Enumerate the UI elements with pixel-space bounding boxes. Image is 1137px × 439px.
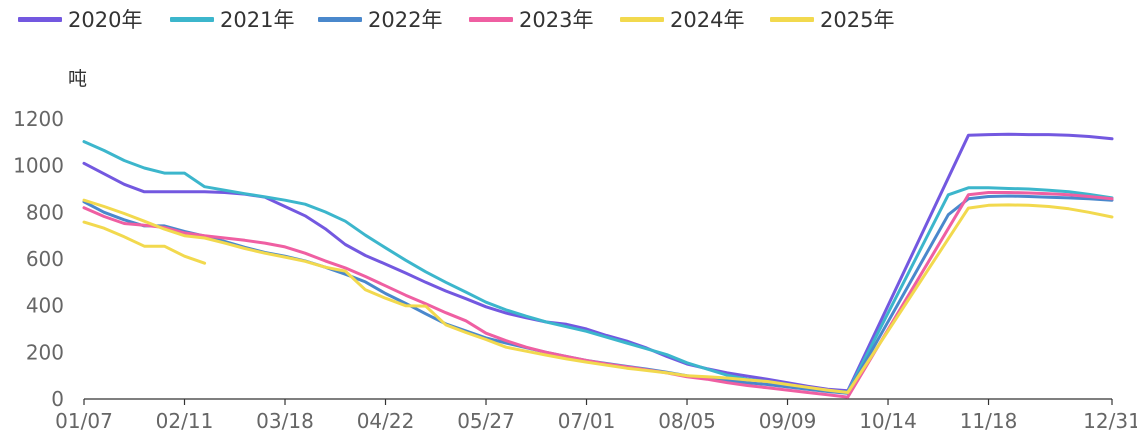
y-axis: 0 200 400 600 800 1000 1200: [13, 107, 64, 411]
x-tick-label: 05/27: [457, 409, 515, 433]
x-tick-label: 11/18: [960, 409, 1018, 433]
legend-swatch: [469, 17, 513, 22]
legend-label: 2025年: [820, 8, 894, 32]
legend-item-4[interactable]: 2023年: [469, 8, 593, 32]
legend-label: 2023年: [519, 8, 593, 32]
y-tick-label: 1000: [13, 154, 64, 178]
series-lines: [82, 132, 1114, 399]
legend-swatch: [770, 17, 814, 22]
y-tick-label: 800: [26, 200, 64, 224]
legend-label: 2020年: [68, 8, 142, 32]
series-line-5: [82, 198, 1114, 394]
y-tick-label: 200: [26, 340, 64, 364]
legend-item-6[interactable]: 2025年: [770, 8, 894, 32]
y-tick-label: 0: [51, 387, 64, 411]
x-axis: 01/07 02/11 03/18 04/22 05/27 07/01 08/05 09/09…: [55, 399, 1137, 433]
legend-swatch: [18, 17, 62, 22]
x-tick-label: 02/11: [156, 409, 214, 433]
y-tick-label: 1200: [13, 107, 64, 131]
x-tick-label: 01/07: [55, 409, 113, 433]
x-tick-label: 10/14: [859, 409, 917, 433]
series-line-2: [82, 140, 1114, 394]
x-tick-label: 04/22: [357, 409, 415, 433]
legend-item-3[interactable]: 2022年: [318, 8, 442, 32]
x-tick-label: 09/09: [759, 409, 817, 433]
y-axis-unit-label: 吨: [68, 68, 87, 90]
legend-swatch: [170, 17, 214, 22]
legend-label: 2024年: [670, 8, 744, 32]
series-line-6: [82, 220, 207, 265]
legend-item-1[interactable]: 2020年: [18, 8, 142, 32]
legend-item-2[interactable]: 2021年: [170, 8, 294, 32]
y-tick-label: 400: [26, 294, 64, 318]
legend-label: 2021年: [220, 8, 294, 32]
x-tick-label: 03/18: [256, 409, 314, 433]
series-line-1: [82, 132, 1114, 393]
y-tick-label: 600: [26, 247, 64, 271]
legend-swatch: [620, 17, 664, 22]
x-tick-label: 12/31: [1083, 409, 1137, 433]
legend-label: 2022年: [368, 8, 442, 32]
legend[interactable]: 2020年 2021年 2022年 2023年 2024年 2025年: [18, 8, 894, 32]
legend-swatch: [318, 17, 362, 22]
x-tick-label: 08/05: [658, 409, 716, 433]
legend-item-5[interactable]: 2024年: [620, 8, 744, 32]
x-tick-label: 07/01: [558, 409, 616, 433]
